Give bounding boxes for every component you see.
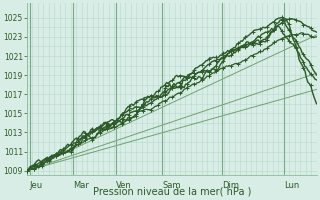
Text: Jeu: Jeu [30,181,43,190]
Text: Ven: Ven [116,181,132,190]
Text: Mar: Mar [73,181,89,190]
Text: Lun: Lun [284,181,299,190]
X-axis label: Pression niveau de la mer( hPa ): Pression niveau de la mer( hPa ) [92,187,251,197]
Text: Dim: Dim [222,181,239,190]
Text: Sam: Sam [162,181,181,190]
